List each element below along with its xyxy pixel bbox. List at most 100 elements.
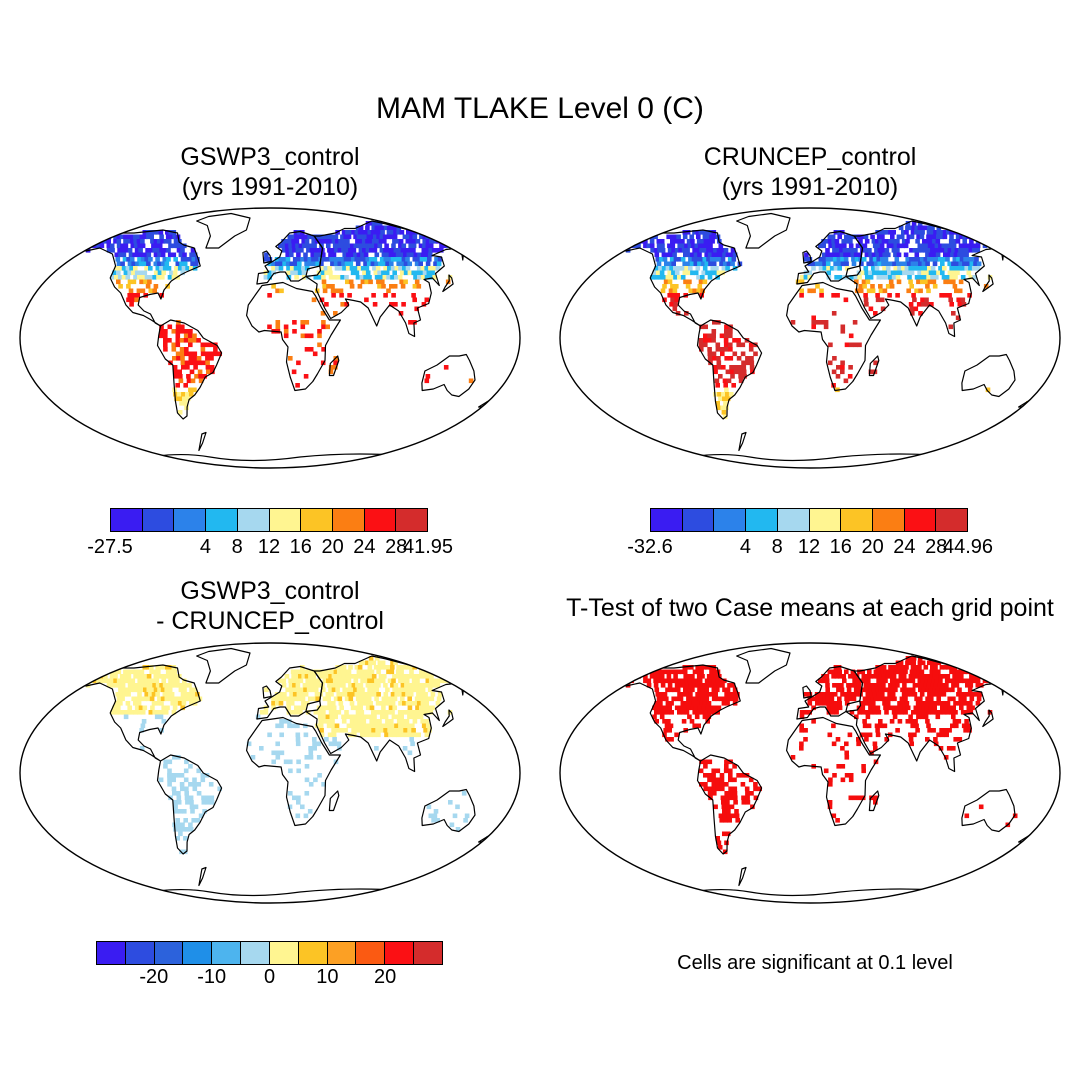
grid-cell xyxy=(335,674,340,679)
grid-cell xyxy=(338,674,343,679)
grid-cell xyxy=(677,678,682,684)
grid-cell xyxy=(288,768,293,774)
grid-cell xyxy=(397,248,402,253)
grid-cell xyxy=(928,687,934,693)
grid-cell xyxy=(422,674,427,679)
grid-cell xyxy=(133,710,138,715)
grid-cell xyxy=(283,329,289,334)
grid-cell xyxy=(703,782,708,787)
grid-cell xyxy=(369,257,374,262)
grid-cell xyxy=(901,674,907,679)
grid-cell xyxy=(691,678,696,684)
grid-cell xyxy=(400,696,405,702)
grid-cell xyxy=(876,257,881,262)
grid-cell xyxy=(154,678,160,684)
grid-cell xyxy=(935,687,941,693)
grid-cell xyxy=(923,701,928,706)
grid-cell xyxy=(677,710,682,715)
grid-cell xyxy=(959,234,964,240)
grid-cell xyxy=(165,234,171,240)
grid-cell xyxy=(425,230,430,235)
grid-cell xyxy=(726,809,731,814)
grid-cell xyxy=(883,669,888,675)
grid-cell xyxy=(155,257,160,262)
grid-cell xyxy=(144,266,149,271)
grid-cell xyxy=(396,719,402,724)
grid-cell xyxy=(1003,243,1008,249)
grid-cell xyxy=(339,678,345,684)
grid-cell xyxy=(888,665,893,670)
grid-cell xyxy=(649,674,655,679)
grid-cell xyxy=(844,696,849,702)
grid-cell xyxy=(699,248,704,253)
grid-cell xyxy=(827,732,833,738)
grid-cell xyxy=(899,710,905,715)
grid-cell xyxy=(684,311,689,316)
grid-cell xyxy=(355,239,360,244)
grid-cell xyxy=(460,248,465,253)
grid-cell xyxy=(279,723,284,729)
grid-cell xyxy=(209,365,215,370)
grid-cell xyxy=(460,683,465,688)
grid-cell xyxy=(312,243,317,249)
grid-cell xyxy=(117,248,122,253)
grid-cell xyxy=(913,705,919,711)
grid-cell xyxy=(114,252,120,258)
grid-cell xyxy=(316,755,322,760)
grid-cell xyxy=(894,257,900,262)
grid-cell xyxy=(348,714,354,720)
grid-cell xyxy=(965,683,970,688)
grid-cell xyxy=(948,297,953,303)
grid-cell xyxy=(192,387,197,393)
grid-cell xyxy=(381,284,386,289)
grid-cell xyxy=(418,714,424,720)
grid-cell xyxy=(430,705,435,711)
grid-cell xyxy=(943,705,949,711)
grid-cell xyxy=(163,239,169,244)
grid-cell xyxy=(374,656,380,661)
grid-cell xyxy=(909,669,915,675)
grid-cell xyxy=(912,257,918,262)
grid-cell xyxy=(291,239,296,244)
grid-cell xyxy=(386,288,391,294)
grid-cell xyxy=(330,683,336,688)
grid-cell xyxy=(152,669,158,675)
colorbar-swatch xyxy=(936,509,968,531)
grid-cell xyxy=(308,696,313,702)
grid-cell xyxy=(999,239,1004,244)
grid-cell xyxy=(661,275,667,280)
grid-cell xyxy=(912,683,918,688)
grid-cell xyxy=(693,252,699,258)
grid-cell xyxy=(722,252,727,258)
colorbar-tick-label: 24 xyxy=(353,536,376,558)
grid-cell xyxy=(341,665,347,670)
grid-cell xyxy=(264,252,269,258)
grid-cell xyxy=(753,351,758,357)
grid-cell xyxy=(713,692,718,697)
grid-cell xyxy=(843,252,848,258)
grid-cell xyxy=(326,284,331,289)
grid-cell xyxy=(287,239,293,244)
grid-cell xyxy=(175,351,181,357)
grid-cell xyxy=(878,252,884,258)
grid-cell xyxy=(344,248,350,253)
grid-cell xyxy=(879,270,884,276)
grid-cell xyxy=(666,669,671,675)
grid-cell xyxy=(383,266,388,271)
grid-cell xyxy=(673,266,678,271)
grid-cell xyxy=(392,674,397,679)
grid-cell xyxy=(422,665,427,670)
grid-cell xyxy=(339,705,344,711)
grid-cell xyxy=(151,678,156,684)
grid-cell xyxy=(927,257,932,262)
grid-cell xyxy=(412,284,418,289)
grid-cell xyxy=(360,732,365,738)
grid-cell xyxy=(711,786,717,792)
grid-cell xyxy=(163,333,168,339)
grid-cell xyxy=(114,701,119,706)
grid-cell xyxy=(370,687,376,693)
grid-cell xyxy=(391,293,396,298)
grid-cell xyxy=(884,261,890,267)
grid-cell xyxy=(368,714,373,720)
grid-cell xyxy=(393,230,398,235)
